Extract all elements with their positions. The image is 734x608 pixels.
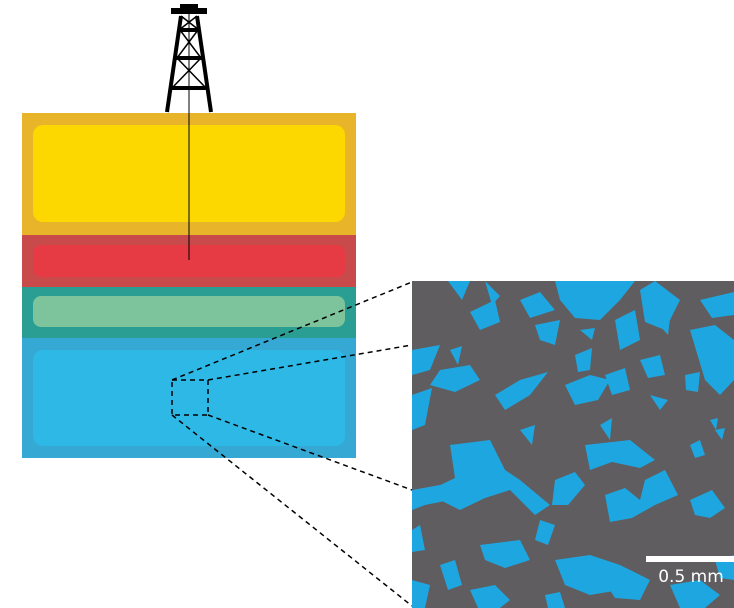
layer-blue-core <box>33 350 345 446</box>
zoom-lines <box>171 281 413 607</box>
strata <box>22 113 356 458</box>
pores <box>412 281 734 608</box>
scale-bar-label: 0.5 mm <box>658 567 724 587</box>
micrograph: 0.5 mm <box>412 281 734 608</box>
scale-bar <box>646 556 734 562</box>
derrick <box>165 4 213 113</box>
layer-teal-core <box>33 296 345 327</box>
layer-red-core <box>33 245 345 277</box>
